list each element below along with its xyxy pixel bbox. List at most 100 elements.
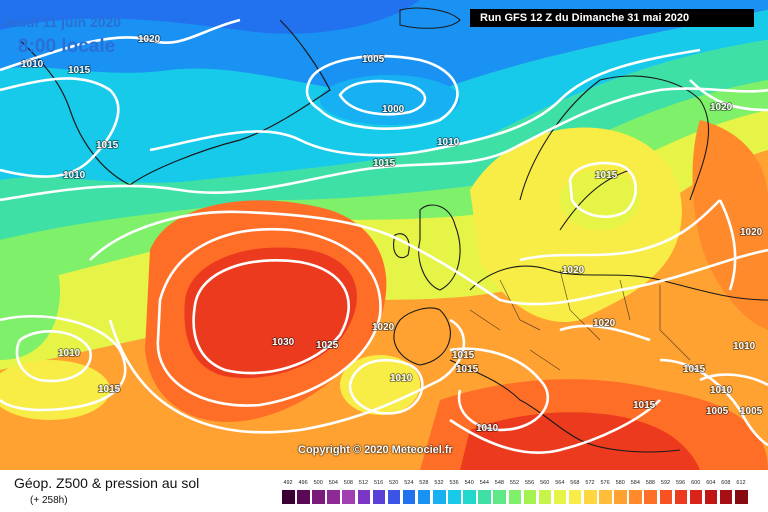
scale-tick-label: 608 <box>721 480 731 486</box>
isobar-label: 1030 <box>272 337 295 348</box>
scale-swatch <box>282 490 295 504</box>
scale-swatch <box>553 490 567 504</box>
isobar-label: 1020 <box>372 322 395 333</box>
scale-swatch <box>478 490 491 504</box>
scale-swatch <box>357 490 371 504</box>
scale-swatch <box>659 490 673 504</box>
scale-tick-label: 588 <box>645 480 655 486</box>
isobar-label: 1015 <box>456 364 479 375</box>
scale-tick-label: 512 <box>358 480 369 486</box>
isobar-label: 1025 <box>316 340 339 351</box>
atlantic-high-core <box>184 247 357 379</box>
scale-swatch <box>523 490 537 504</box>
isobar-label: 1005 <box>740 406 763 417</box>
scale-tick-label: 532 <box>434 480 444 486</box>
scale-tick-label: 500 <box>313 480 323 486</box>
scale-swatch <box>448 490 461 504</box>
west-green <box>0 237 60 360</box>
scale-tick-label: 572 <box>585 480 595 486</box>
scale-tick-label: 604 <box>706 480 716 486</box>
isobar-label: 1015 <box>68 65 91 76</box>
scale-tick-label: 568 <box>570 480 580 486</box>
isobar-1020-north-east <box>689 79 768 112</box>
isobar-1010 <box>149 48 701 157</box>
scandinavia-coast <box>519 75 710 231</box>
isobar-1010-iberia <box>348 358 424 415</box>
isobar-label: 1020 <box>740 227 763 238</box>
scale-swatch <box>568 490 582 504</box>
isobar-1020-europe <box>519 199 721 262</box>
scale-swatch <box>704 490 718 504</box>
isobar-1015-west <box>0 314 127 412</box>
isobar-1010-east <box>699 373 768 387</box>
scale-tick-label: 548 <box>494 480 504 486</box>
scale-swatch <box>689 490 703 504</box>
isobars <box>0 18 768 454</box>
scale-swatch <box>614 490 627 504</box>
scale-swatch <box>417 490 431 504</box>
isobar-1030 <box>192 259 350 375</box>
scale-swatch <box>644 490 657 504</box>
scale-swatch <box>538 490 552 504</box>
isobar-1020-atlantic <box>89 210 768 306</box>
scale-tick-label: 552 <box>509 480 520 486</box>
scale-tick-label: 584 <box>630 480 640 486</box>
isobar-label: 1015 <box>683 364 706 375</box>
scale-tick-label: 496 <box>298 480 308 486</box>
isobar-label: 1015 <box>595 170 618 181</box>
scandinavia-ridge <box>470 127 682 322</box>
scale-tick-label: 528 <box>419 480 429 486</box>
isobar-label: 1020 <box>562 265 585 276</box>
scale-swatch <box>629 490 642 504</box>
scale-tick-label: 564 <box>555 480 565 486</box>
isobar-label: 1010 <box>710 385 733 396</box>
scale-swatch <box>493 490 506 504</box>
scale-swatch <box>463 490 476 504</box>
scale-tick-label: 592 <box>660 480 671 486</box>
isobar-label: 1005 <box>362 54 385 65</box>
isobar-label: 1020 <box>593 318 616 329</box>
scale-swatch <box>508 490 522 504</box>
scale-tick-label: 612 <box>736 480 746 486</box>
isobar-1005-iceland <box>305 54 459 130</box>
forecast-time: 8:00 locale <box>18 36 116 57</box>
scale-tick-label: 576 <box>600 480 610 486</box>
color-scale: 492 496 500 504 508 512 516 520 524 528 532 536 540 5… <box>282 480 752 510</box>
isobar-1020-north <box>0 18 241 72</box>
scale-swatch <box>719 490 733 504</box>
band-teal <box>0 40 768 240</box>
isobar-1025 <box>156 228 382 407</box>
borders <box>469 269 691 371</box>
scale-swatch <box>297 490 310 504</box>
scale-swatch <box>342 490 355 504</box>
isobar-label: 1015 <box>452 350 475 361</box>
scale-swatch <box>674 490 688 504</box>
iceland-coast <box>399 7 461 29</box>
copyright-notice: Copyright © 2020 Meteociel.fr <box>298 444 453 456</box>
band-deep-blue <box>0 0 420 34</box>
scale-tick-label: 504 <box>328 480 338 486</box>
isobar-1010-south <box>449 399 661 454</box>
scale-swatch <box>433 490 446 504</box>
isobar-label: 1005 <box>706 406 729 417</box>
scale-swatch <box>327 490 340 504</box>
scale-tick-label: 508 <box>343 480 353 486</box>
isobar-1015-north-atlantic <box>0 87 768 202</box>
map-canvas: 1020 1010 1015 1005 1000 1010 1015 1010 … <box>0 0 768 470</box>
scale-tick-label: 524 <box>404 480 414 486</box>
isobar-1015-scandinavia <box>568 161 637 218</box>
isobar-label: 1010 <box>390 373 413 384</box>
isobar-1015-med <box>449 347 550 432</box>
scale-tick-label: 516 <box>374 480 384 486</box>
scale-swatch <box>312 490 325 504</box>
isobar-1020-russia <box>718 199 737 291</box>
isobar-label: 1015 <box>373 158 396 169</box>
isobar-label: 1020 <box>710 102 733 113</box>
legend-title: Géop. Z500 & pression au sol <box>14 475 200 491</box>
isobar-label: 1015 <box>96 140 119 151</box>
scale-tick-label: 520 <box>389 480 399 486</box>
isobar-labels: 1020 1010 1015 1005 1000 1010 1015 1010 … <box>20 33 763 435</box>
scale-tick-label: 536 <box>449 480 459 486</box>
isobar-1000-iceland <box>338 79 427 116</box>
scale-tick-label: 544 <box>479 480 489 486</box>
